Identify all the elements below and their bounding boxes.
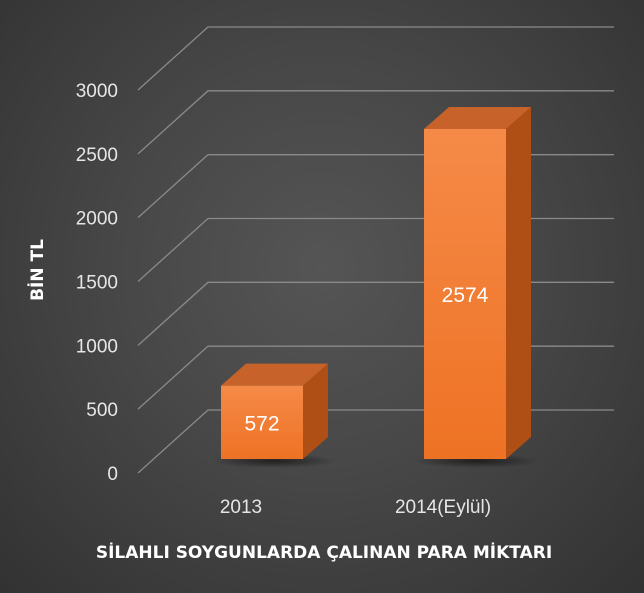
gridline-2500 xyxy=(137,90,614,155)
y-axis-ticks: 0 500 1000 1500 2000 2500 3000 xyxy=(76,81,118,485)
y-tick-label-1000: 1000 xyxy=(76,336,118,357)
gridline-500 xyxy=(137,345,614,410)
y-tick-label-0: 0 xyxy=(107,464,118,485)
gridline-3000 xyxy=(137,26,614,91)
bar-0 xyxy=(221,385,303,459)
x-category-label-0: 2013 xyxy=(220,497,262,518)
y-tick-label-3000: 3000 xyxy=(76,81,118,102)
bars: 572 2574 xyxy=(221,107,531,459)
y-axis-label: BİN TL xyxy=(26,239,48,301)
gridline-2000 xyxy=(137,154,614,219)
gridline-0 xyxy=(137,409,614,474)
y-tick-label-2500: 2500 xyxy=(76,145,118,166)
x-category-label-1: 2014(Eylül) xyxy=(395,497,491,518)
bar-side-1 xyxy=(506,107,531,459)
data-label-1: 2574 xyxy=(442,284,489,307)
bar-top-1 xyxy=(424,107,531,129)
bar-top-0 xyxy=(221,363,328,386)
gridline-1500 xyxy=(137,217,614,282)
bar-1 xyxy=(424,129,506,459)
y-tick-label-1500: 1500 xyxy=(76,273,118,294)
x-axis-categories: 2013 2014(Eylül) xyxy=(220,497,491,518)
bar-side-0 xyxy=(303,363,328,459)
gridlines xyxy=(137,26,614,474)
y-tick-label-500: 500 xyxy=(86,400,118,421)
y-tick-label-2000: 2000 xyxy=(76,209,118,230)
x-axis-label: SİLAHLI SOYGUNLARDA ÇALINAN PARA MİKTARI xyxy=(96,541,552,563)
data-label-0: 572 xyxy=(244,412,279,435)
gridline-1000 xyxy=(137,281,614,346)
